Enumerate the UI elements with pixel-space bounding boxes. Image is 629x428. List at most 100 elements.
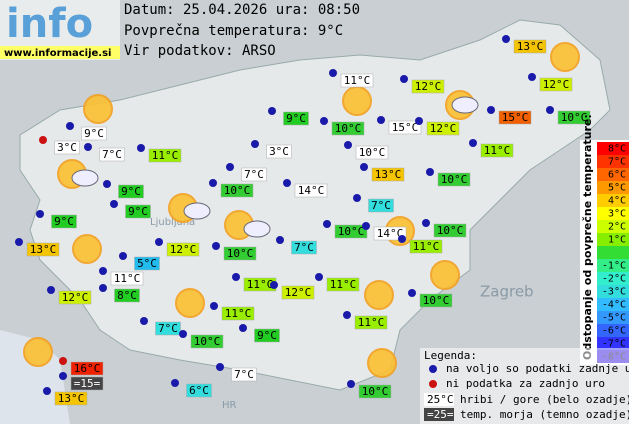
scale-label: -6°C (602, 326, 626, 337)
station-label: 10°C (441, 173, 468, 186)
station-dot (528, 73, 536, 81)
station-dot (110, 200, 118, 208)
station-dot (66, 122, 74, 130)
station-label: 9°C (54, 215, 74, 228)
station-label-bg (480, 143, 514, 158)
station-dot (99, 284, 107, 292)
station-dot (171, 379, 179, 387)
station-label: 10°C (362, 385, 389, 398)
legend-text: ni podatka za zadnjo uro (446, 377, 605, 390)
station-label-bg (437, 172, 471, 187)
scale-label: -1°C (602, 261, 626, 272)
station-label: 11°C (484, 144, 511, 157)
country-label: HR (222, 400, 237, 411)
station-label: 10°C (227, 247, 254, 260)
scale-label: 6°C (608, 170, 626, 181)
station-label: 15°C (392, 121, 419, 134)
scale-color (597, 298, 629, 311)
station-label: 12°C (415, 80, 442, 93)
station-label-bg (340, 73, 374, 88)
station-label-bg (326, 277, 360, 292)
station-label: 12°C (62, 291, 89, 304)
station-dot (347, 380, 355, 388)
station-label-bg (148, 148, 182, 163)
station-label: 11°C (413, 240, 440, 253)
legend-sample-text: 25°C (427, 393, 454, 406)
scale-label: 1°C (608, 235, 626, 246)
station-label: 7°C (371, 199, 391, 212)
station-dot (251, 140, 259, 148)
url: www.informacije.si (4, 48, 112, 59)
city-label: Ljubljana (150, 217, 195, 228)
station-label: 12°C (170, 243, 197, 256)
station-label: 9°C (84, 127, 104, 140)
station-label-bg (557, 110, 591, 125)
station-label: 10°C (194, 335, 221, 348)
station-label-bg (125, 204, 151, 219)
station-label: 10°C (335, 122, 362, 135)
legend-box (420, 348, 629, 424)
scale-color (597, 220, 629, 233)
weather-icons (23, 42, 580, 378)
station-label: 13°C (375, 168, 402, 181)
station-label-bg (99, 147, 125, 162)
scale-label: -7°C (602, 339, 626, 350)
station-dot (469, 139, 477, 147)
station-label: 9°C (128, 205, 148, 218)
station-label-bg (373, 226, 407, 241)
station-dot (39, 136, 47, 144)
station-label: 10°C (423, 294, 450, 307)
sun (175, 288, 205, 318)
station-dot (226, 163, 234, 171)
station-dot (210, 302, 218, 310)
station-dot (209, 179, 217, 187)
station-label-bg (358, 384, 392, 399)
scale-color (597, 181, 629, 194)
station-label-bg (331, 121, 365, 136)
station-label-bg (266, 144, 292, 159)
scale-color (597, 155, 629, 168)
station-dot (239, 324, 247, 332)
station-label: 11°C (330, 278, 357, 291)
station-label: 7°C (294, 241, 314, 254)
station-label: 12°C (543, 78, 570, 91)
legend-dot (429, 380, 437, 388)
station-label-bg (354, 315, 388, 330)
station-label: =15= (74, 377, 101, 390)
legend-dot (429, 365, 437, 373)
scale-label: 2°C (608, 222, 626, 233)
station-dot (232, 273, 240, 281)
scale-color (597, 285, 629, 298)
station-label-bg (254, 328, 280, 343)
station-label: 14°C (298, 184, 325, 197)
sun (83, 94, 113, 124)
stations: 13°C 12°C 11°C 12°C 9°C 10°C 15°C 12°C 15°C 10°C 9… (15, 35, 591, 406)
station-dot (408, 289, 416, 297)
station-label: 16°C (74, 362, 101, 375)
scale-color (597, 168, 629, 181)
station-label-bg (221, 306, 255, 321)
station-label: 11°C (358, 316, 385, 329)
station-dot (426, 168, 434, 176)
station-label-bg (283, 111, 309, 126)
station-dot (323, 220, 331, 228)
station-label-bg (166, 242, 200, 257)
cloud (243, 220, 271, 238)
scale-color (597, 233, 629, 246)
scale-color (597, 246, 629, 259)
url-box (0, 46, 120, 59)
station-label: 9°C (121, 185, 141, 198)
sun (72, 234, 102, 264)
station-dot (84, 143, 92, 151)
station-label: 11°C (344, 74, 371, 87)
sun (364, 280, 394, 310)
sun (430, 260, 460, 290)
scale-color (597, 311, 629, 324)
station-label: 6°C (189, 384, 209, 397)
scale-label: 3°C (608, 209, 626, 220)
station-dot (362, 222, 370, 230)
station-dot (400, 75, 408, 83)
station-label-bg (371, 167, 405, 182)
station-label: 11°C (152, 149, 179, 162)
station-label: 9°C (286, 112, 306, 125)
